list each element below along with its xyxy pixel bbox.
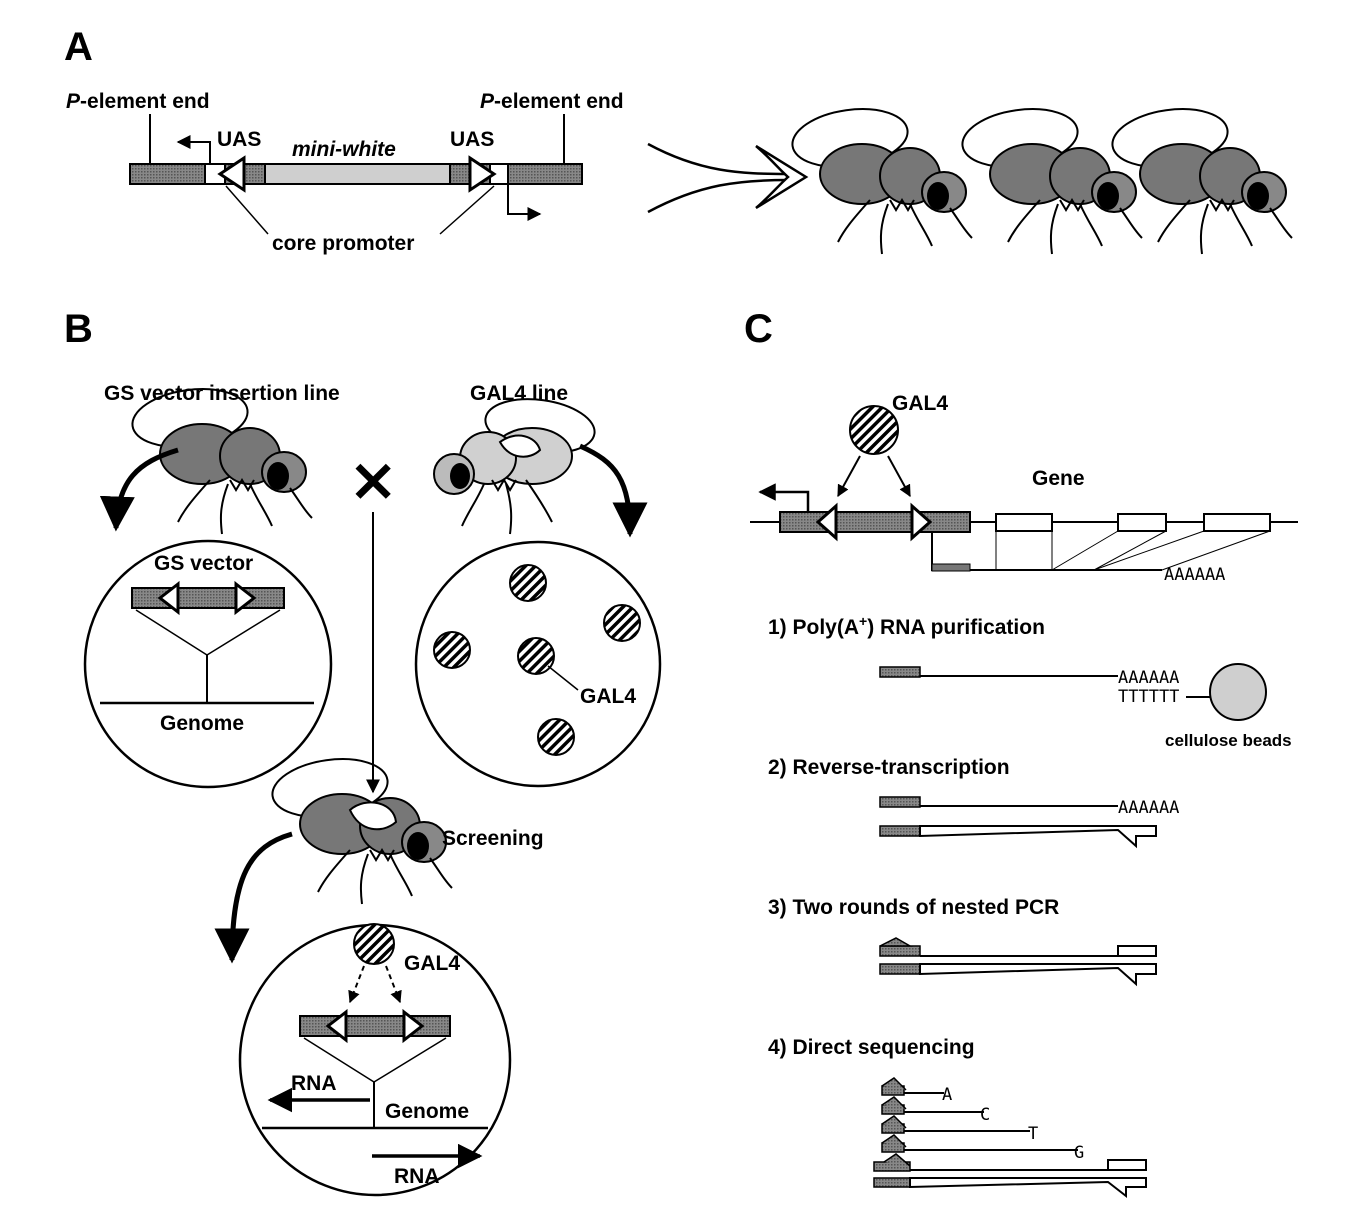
transcription-start-arrow-icon [758, 483, 810, 512]
step2-label: 2) Reverse-transcription [768, 756, 1010, 779]
uas-left-arrow-icon [217, 155, 246, 193]
gene-label: Gene [1032, 467, 1085, 490]
gs-vector-bar [131, 580, 285, 616]
transcription-right-arrow-icon [507, 184, 542, 221]
gal4-protein-icon [353, 923, 395, 965]
svg-text:P-element end: P-element end [480, 90, 624, 113]
gal4-protein-icon [433, 631, 471, 669]
mini-white-label: mini-white [292, 138, 396, 161]
cellulose-bead-icon [1209, 663, 1267, 721]
step3-label: 3) Two rounds of nested PCR [768, 896, 1059, 919]
fly-icon [787, 101, 973, 255]
seq-base-g: G [1074, 1143, 1084, 1163]
step1-label: 1) Poly(A+) RNA purification [768, 613, 1045, 639]
cross-symbol: × [348, 445, 398, 515]
seq-base-a: A [942, 1085, 952, 1105]
fly-icon [957, 101, 1143, 255]
transformation-arrow-icon [647, 142, 809, 214]
transcription-left-arrow-icon [176, 135, 211, 164]
gal4-protein-icon [603, 604, 641, 642]
cellulose-beads-label: cellulose beads [1165, 731, 1292, 750]
gs-vector-bar-bottom [299, 1008, 451, 1044]
genome-label-top: Genome [160, 712, 244, 735]
polya-tail-gene: AAAAAA [1164, 565, 1225, 585]
gal4-bottom-label: GAL4 [404, 952, 460, 975]
gal4-protein-icon [849, 405, 899, 455]
exon [1117, 513, 1167, 532]
uas-right-label: UAS [450, 128, 494, 151]
panel-label-a: A [64, 25, 93, 69]
p-element-end-right-label: P-element end [480, 90, 624, 113]
rna-right-label: RNA [394, 1165, 440, 1188]
p-element-end-left-label: P-element end [66, 90, 210, 113]
svg-text:P-element end: P-element end [66, 90, 210, 113]
gal4-protein-icon [517, 637, 555, 675]
polyt-step1: TTTTTT [1118, 687, 1179, 707]
polya-step2: AAAAAA [1118, 798, 1179, 818]
uas-left-label: UAS [217, 128, 261, 151]
screening-label: Screening [442, 827, 544, 850]
core-promoter-label: core promoter [272, 232, 414, 255]
gal4-circle-label: GAL4 [580, 685, 636, 708]
sequencing-ladder [873, 1077, 1147, 1199]
seq-base-t: T [1028, 1124, 1038, 1144]
rna-left-label: RNA [291, 1072, 337, 1095]
gs-insertion-line-label: GS vector insertion line [104, 382, 340, 405]
panel-label-b: B [64, 307, 93, 351]
step4-label: 4) Direct sequencing [768, 1036, 975, 1059]
gal4-protein-icon [509, 564, 547, 602]
exon [995, 513, 1053, 532]
gs-vector-genomic [779, 502, 971, 542]
panel-label-c: C [744, 307, 773, 351]
gal4-line-fly-icon [433, 391, 600, 535]
gal4-protein-icon [537, 718, 575, 756]
genome-label-bottom: Genome [385, 1100, 469, 1123]
gs-vector-label: GS vector [154, 552, 253, 575]
screening-fly-icon [267, 751, 453, 905]
polya-step1: AAAAAA [1118, 668, 1179, 688]
gal4-c-label: GAL4 [892, 392, 948, 415]
gs-construct [129, 155, 583, 193]
uas-right-arrow-icon [468, 155, 497, 193]
exon [1203, 513, 1271, 532]
seq-base-c: C [980, 1105, 990, 1125]
